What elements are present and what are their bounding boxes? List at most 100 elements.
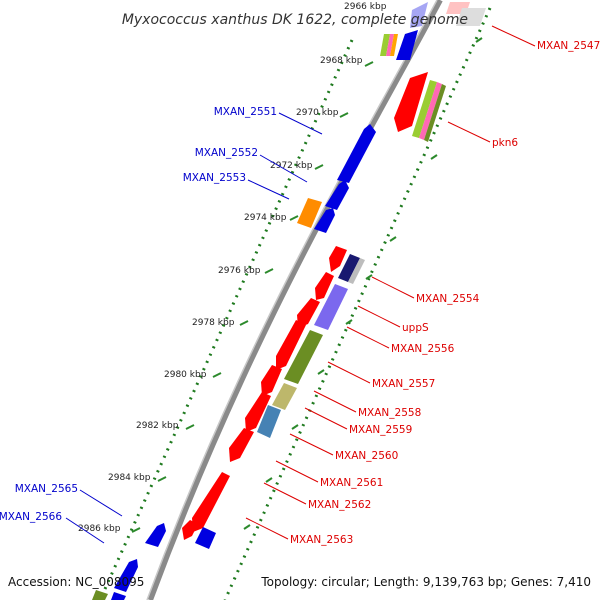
gene-feature[interactable] [92,590,108,600]
tick-dash [264,268,274,274]
tick-label: 2974 kbp [244,213,287,223]
accession-text: Accession: NC_008095 [8,575,144,589]
tick-dashes [131,37,483,533]
gene-feature[interactable] [284,330,323,384]
tick-dash [364,61,374,67]
gene-feature[interactable] [297,198,322,228]
gene-label-pkn6[interactable]: pkn6 [492,137,518,149]
gene-feature[interactable] [386,34,394,56]
gene-feature[interactable] [410,2,428,28]
gene-feature[interactable] [245,392,271,432]
gene-feature[interactable] [419,82,442,140]
gene-label-mxan-2558[interactable]: MXAN_2558 [358,407,421,419]
genome-title: Myxococcus xanthus DK 1622, complete gen… [122,12,468,28]
tick-dash [265,477,273,483]
tick-dash [475,37,483,43]
gene-feature[interactable] [229,428,254,462]
gene-feature[interactable] [272,383,297,410]
gene-label-mxan-2561[interactable]: MXAN_2561 [320,477,383,489]
leader-line [275,460,319,483]
gene-label-mxan-2562[interactable]: MXAN_2562 [308,499,371,511]
gene-label-upps[interactable]: uppS [402,322,429,334]
tick-dash [430,154,438,160]
tick-dash [389,236,397,242]
leader-line [371,276,415,299]
tick-label: 2966 kbp [344,2,387,12]
gene-feature[interactable] [394,72,428,132]
gene-feature[interactable] [314,284,348,330]
gene-feature[interactable] [337,124,376,183]
leader-line [313,390,357,413]
gene-feature[interactable] [380,34,390,56]
gene-feature[interactable] [145,523,166,547]
tick-dash [314,164,324,170]
gene-feature[interactable] [390,34,398,56]
gene-label-mxan-2559[interactable]: MXAN_2559 [349,424,412,436]
gene-feature[interactable] [325,180,349,210]
gene-feature[interactable] [338,254,360,282]
genome-summary-text: Topology: circular; Length: 9,139,763 bp… [260,575,591,589]
tick-dash [339,112,349,118]
gene-label-mxan-2547[interactable]: MXAN_2547 [537,40,600,52]
tick-label: 2970 kbp [296,108,339,118]
gene-label-mxan-2560[interactable]: MXAN_2560 [335,450,398,462]
tick-dash [185,424,195,430]
leader-line [327,361,371,384]
leader-line [79,489,123,517]
tick-label: 2978 kbp [192,318,235,328]
tick-dash [289,215,299,221]
tick-label: 2980 kbp [164,370,207,380]
gene-label-mxan-2566[interactable]: MXAN_2566 [0,511,62,523]
gene-label-mxan-2563[interactable]: MXAN_2563 [290,534,353,546]
leader-line [247,179,290,200]
leader-line [357,305,401,328]
gene-label-mxan-2565[interactable]: MXAN_2565 [15,483,78,495]
leader-line [289,433,334,456]
tick-labels: 2966 kbp 2968 kbp 2970 kbp 2972 kbp 2974… [78,2,387,534]
tick-label: 2968 kbp [320,56,363,66]
tick-dash [212,372,222,378]
tick-dash [345,319,353,325]
tick-label: 2972 kbp [270,161,313,171]
gene-label-mxan-2552[interactable]: MXAN_2552 [195,147,258,159]
gene-label-mxan-2553[interactable]: MXAN_2553 [183,172,246,184]
gene-feature[interactable] [314,208,335,233]
gene-label-mxan-2556[interactable]: MXAN_2556 [391,343,455,355]
gene-feature[interactable] [257,405,281,438]
leader-line [245,517,289,540]
gene-feature[interactable] [424,84,446,142]
forward-leader-lines [65,112,323,544]
gene-feature[interactable] [396,30,418,60]
gene-feature[interactable] [261,365,282,396]
leader-line [263,482,307,505]
gene-feature[interactable] [412,80,437,138]
forward-features [92,2,428,600]
leader-line [259,154,308,183]
tick-dash [365,274,373,280]
reverse-leader-lines [245,25,536,540]
gene-feature[interactable] [114,559,138,592]
tick-dash [317,369,325,375]
gene-feature[interactable] [111,592,126,600]
gene-feature[interactable] [456,8,486,26]
forward-labels: MXAN_2551 MXAN_2552 MXAN_2553 MXAN_2565 … [0,106,277,523]
gene-label-mxan-2554[interactable]: MXAN_2554 [416,293,480,305]
gene-feature[interactable] [297,298,320,328]
tick-dash [239,320,249,326]
tick-dash [131,527,141,533]
gene-feature[interactable] [315,272,334,300]
tick-label: 2984 kbp [108,473,151,483]
tick-dash [157,476,167,482]
gene-feature[interactable] [182,520,198,540]
backbone-highlight [146,0,438,601]
gene-feature[interactable] [329,246,347,272]
gene-feature[interactable] [348,258,365,284]
gene-label-mxan-2557[interactable]: MXAN_2557 [372,378,435,390]
gene-feature[interactable] [192,472,230,532]
tick-label: 2982 kbp [136,421,179,431]
leader-line [346,326,390,349]
gene-feature[interactable] [276,320,306,370]
gene-feature[interactable] [195,527,216,549]
gene-label-mxan-2551[interactable]: MXAN_2551 [214,106,277,118]
